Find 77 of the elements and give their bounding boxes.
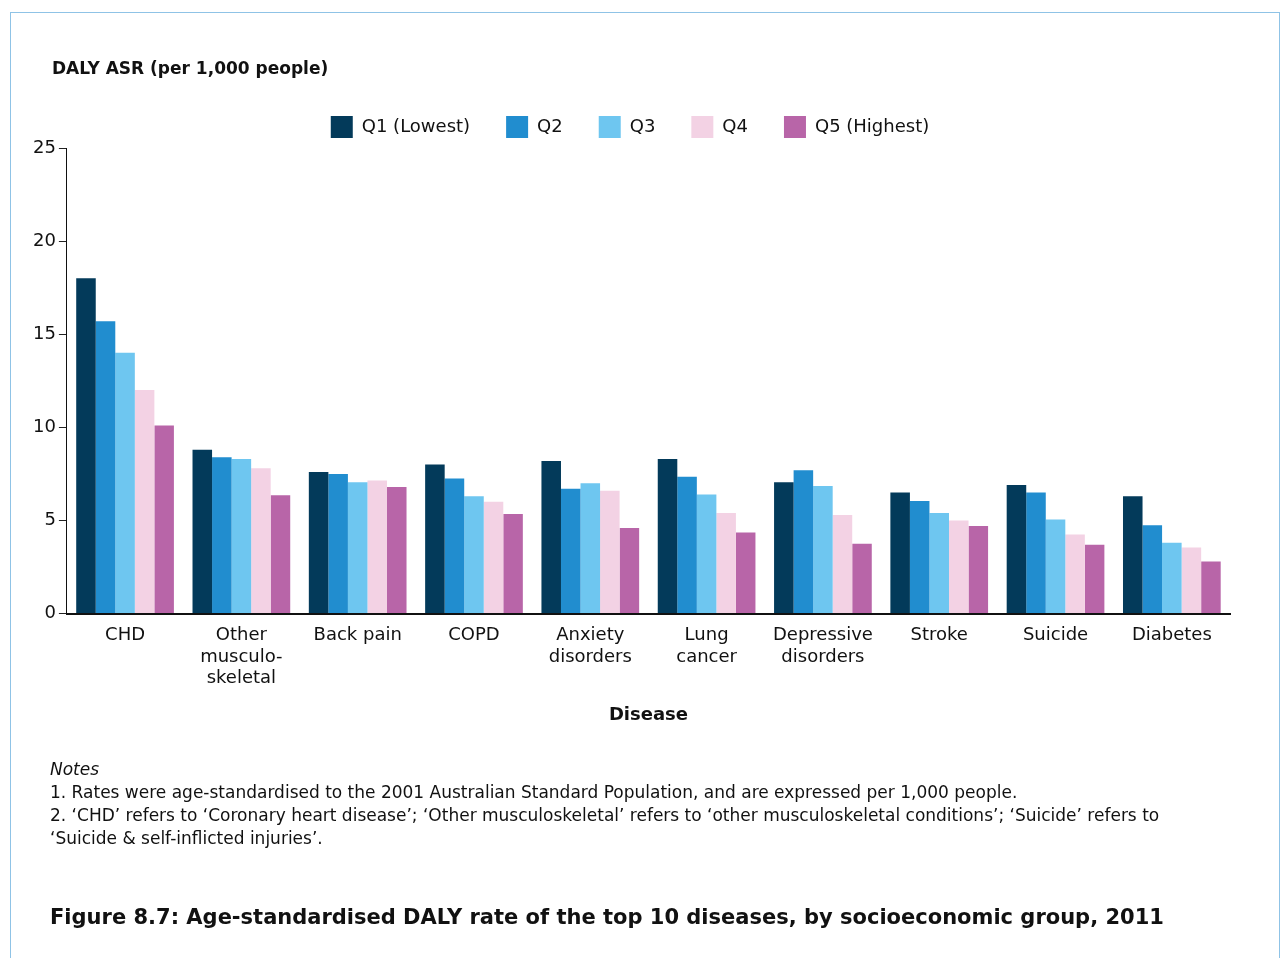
legend-label: Q5 (Highest)	[814, 114, 930, 136]
x-tick-label: Stroke	[910, 623, 968, 645]
x-tick-label: Lung cancer	[676, 623, 738, 666]
text: Notes	[50, 758, 101, 781]
bar	[657, 459, 678, 614]
bar	[929, 513, 949, 614]
bar	[600, 490, 620, 614]
bar	[890, 492, 910, 614]
bar	[1122, 496, 1143, 614]
bar	[541, 460, 561, 614]
y-tick-label: 0	[44, 601, 56, 623]
bar	[619, 527, 640, 614]
bar	[444, 478, 465, 614]
y-tick-label: 10	[33, 415, 56, 437]
bar	[735, 532, 756, 614]
text: 1. Rates were age-standardised to the 2001 Australian Standard Population, and are expressed per 1,000 people.	[50, 781, 1019, 804]
bar	[1142, 525, 1163, 614]
bar	[852, 543, 872, 614]
bar	[1162, 542, 1182, 614]
x-tick-label: Anxiety disorders	[548, 623, 632, 666]
x-axis-title: Disease	[608, 702, 689, 724]
bar	[251, 468, 271, 614]
bar	[832, 514, 853, 614]
bar	[308, 472, 329, 614]
x-tick-label: COPD	[448, 623, 500, 645]
bar	[192, 449, 213, 614]
bar	[1045, 519, 1066, 614]
bar	[716, 513, 736, 614]
bar	[328, 473, 348, 614]
bar	[503, 513, 523, 614]
x-tick-label: Suicide	[1022, 623, 1089, 645]
bar	[1006, 485, 1027, 614]
bar	[212, 457, 232, 614]
bar	[1026, 492, 1046, 614]
bar	[231, 459, 252, 614]
bar	[949, 520, 969, 614]
y-tick-label: 20	[33, 228, 56, 250]
bar	[696, 494, 717, 614]
bar	[386, 486, 407, 614]
bar	[968, 526, 989, 614]
bar	[793, 470, 814, 614]
x-tick-label: Other musculo-skeletal	[200, 623, 283, 688]
bar	[1201, 561, 1221, 614]
bar	[134, 390, 155, 614]
legend-label: Q2	[537, 114, 563, 136]
bar	[580, 483, 601, 614]
y-tick-label: 25	[33, 135, 56, 157]
legend-label: Q1 (Lowest)	[361, 114, 471, 136]
y-axis-title: DALY ASR (per 1,000 people)	[52, 58, 329, 78]
y-tick-label: 15	[33, 321, 56, 343]
x-tick-label: CHD	[105, 623, 146, 645]
bar	[813, 486, 833, 614]
bar	[483, 501, 504, 614]
bar	[425, 464, 445, 614]
bar	[1084, 544, 1105, 614]
x-tick-label: Depressive disorders	[772, 623, 873, 666]
bar	[347, 482, 368, 614]
x-tick-label: Back pain	[313, 623, 402, 645]
bar	[1181, 547, 1202, 614]
bar	[115, 352, 135, 614]
legend-label: Q4	[722, 114, 748, 136]
bar	[909, 500, 930, 614]
x-tick-label: Diabetes	[1131, 623, 1212, 645]
bar	[270, 495, 291, 614]
bar	[774, 482, 794, 614]
bar	[76, 278, 96, 614]
bar	[154, 425, 174, 614]
bar	[367, 480, 387, 614]
legend-label: Q3	[629, 114, 656, 136]
y-tick-label: 5	[44, 508, 56, 530]
bar	[677, 476, 697, 614]
bar	[1065, 534, 1085, 614]
text: Figure 8.7: Age-standardised DALY rate of the top 10 diseases, by socioeconomic group, 2011	[50, 905, 1164, 929]
bar	[95, 321, 116, 614]
text: 2. ‘CHD’ refers to ‘Coronary heart disease’; ‘Other musculoskeletal’ refers to ‘other musculoskeletal conditions’; ‘Suicide’ refers to ‘Suicide & self-inflicted injuries’.	[50, 804, 1161, 850]
bar	[464, 496, 484, 614]
bar	[560, 488, 581, 614]
